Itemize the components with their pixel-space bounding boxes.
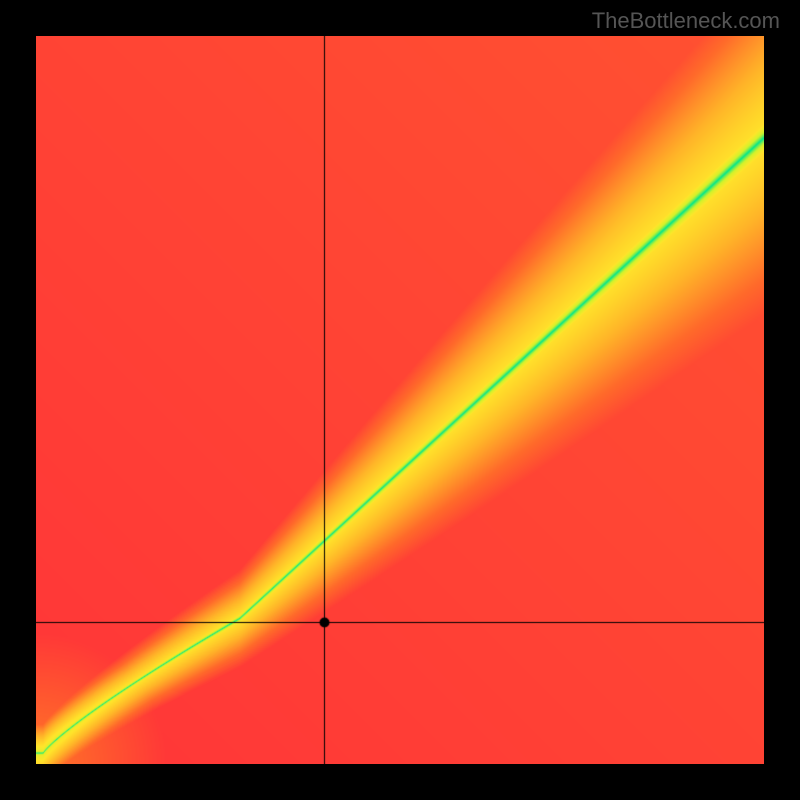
chart-container: TheBottleneck.com bbox=[0, 0, 800, 800]
watermark-text: TheBottleneck.com bbox=[592, 8, 780, 34]
heatmap-canvas bbox=[36, 36, 764, 764]
